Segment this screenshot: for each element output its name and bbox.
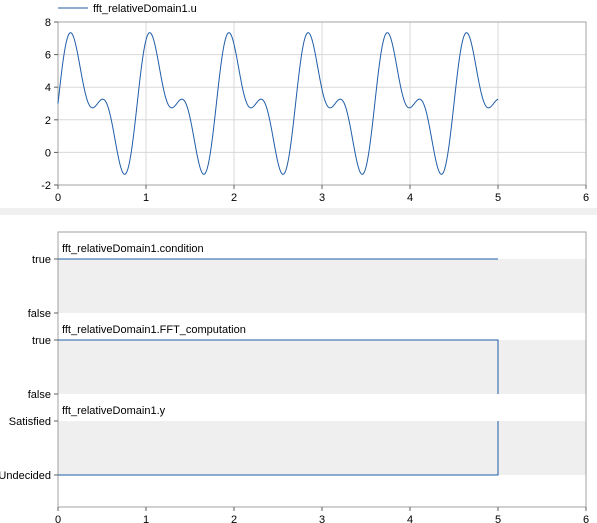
y-tick-label: false — [28, 308, 51, 320]
y-tick-label: 6 — [45, 50, 51, 62]
x-tick-label: 0 — [55, 192, 61, 204]
signal-title: fft_relativeDomain1.FFT_computation — [62, 324, 246, 336]
x-tick-label: 1 — [143, 192, 149, 204]
signal-band — [58, 340, 586, 394]
series-line-u — [57, 32, 499, 175]
x-tick-label: 3 — [319, 514, 325, 523]
x-tick-label: 4 — [407, 192, 413, 204]
signal-band — [58, 259, 586, 313]
x-tick-label: 6 — [583, 514, 589, 523]
series-line-3 — [58, 421, 499, 476]
x-tick-label: 2 — [231, 514, 237, 523]
x-tick-label: 0 — [55, 514, 61, 523]
x-tick-label: 6 — [583, 192, 589, 204]
y-tick-label: Satisfied — [9, 416, 51, 428]
y-tick-label: 2 — [45, 115, 51, 127]
bottom-chart: true false true false Satisfied Undecided 0 1 2 3… — [0, 231, 589, 523]
signal-title: fft_relativeDomain1.y — [62, 405, 166, 417]
signal-band — [58, 421, 586, 475]
x-tick-label: 5 — [495, 514, 501, 523]
legend-label: fft_relativeDomain1.u — [93, 3, 197, 15]
x-tick-label: 3 — [319, 192, 325, 204]
x-tick-label: 4 — [407, 514, 413, 523]
series-line-2 — [58, 339, 499, 394]
x-tick-label: 5 — [495, 192, 501, 204]
y-tick-label: -2 — [41, 180, 51, 192]
x-tick-label: 2 — [231, 192, 237, 204]
y-tick-label: false — [28, 389, 51, 401]
y-tick-label: 0 — [45, 147, 51, 159]
y-tick-label: Undecided — [0, 470, 51, 482]
x-tick-label: 1 — [143, 514, 149, 523]
top-chart: fft_relativeDomain1.u -2 0 2 4 6 8 0 1 2 3 4 5 6 — [41, 3, 589, 204]
panel-divider — [0, 208, 597, 215]
y-tick-label: true — [32, 335, 51, 347]
y-tick-label: 8 — [45, 17, 51, 29]
y-tick-label: 4 — [45, 82, 51, 94]
y-tick-label: true — [32, 254, 51, 266]
signal-title: fft_relativeDomain1.condition — [62, 243, 204, 255]
